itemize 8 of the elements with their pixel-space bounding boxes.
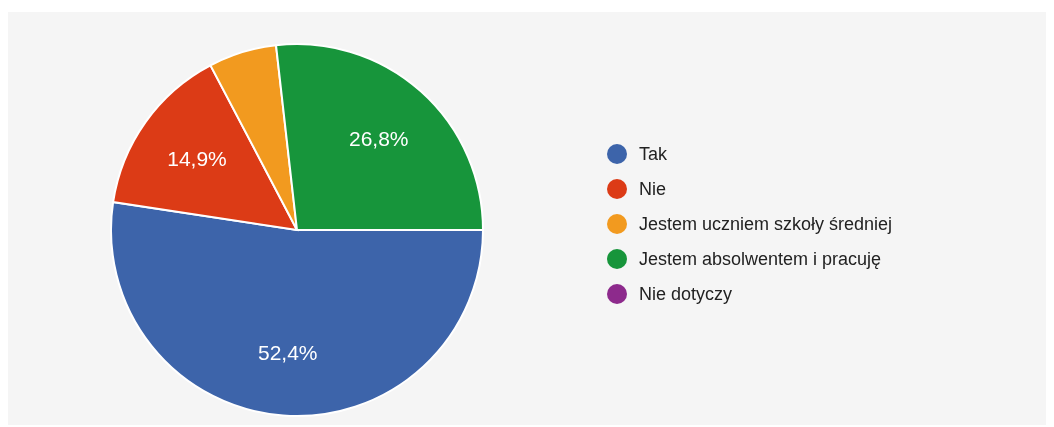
legend-label: Tak xyxy=(639,144,669,165)
legend-label: Jestem uczniem szkoły średniej xyxy=(639,214,893,235)
data-label: 52,4% xyxy=(257,340,318,364)
legend-label: Nie xyxy=(639,179,667,200)
data-label: 26,8% xyxy=(348,126,409,150)
legend-label: Jestem absolwentem i pracuję xyxy=(639,249,882,270)
data-label: 14,9% xyxy=(167,147,227,171)
legend-label: Nie dotyczy xyxy=(639,284,733,305)
